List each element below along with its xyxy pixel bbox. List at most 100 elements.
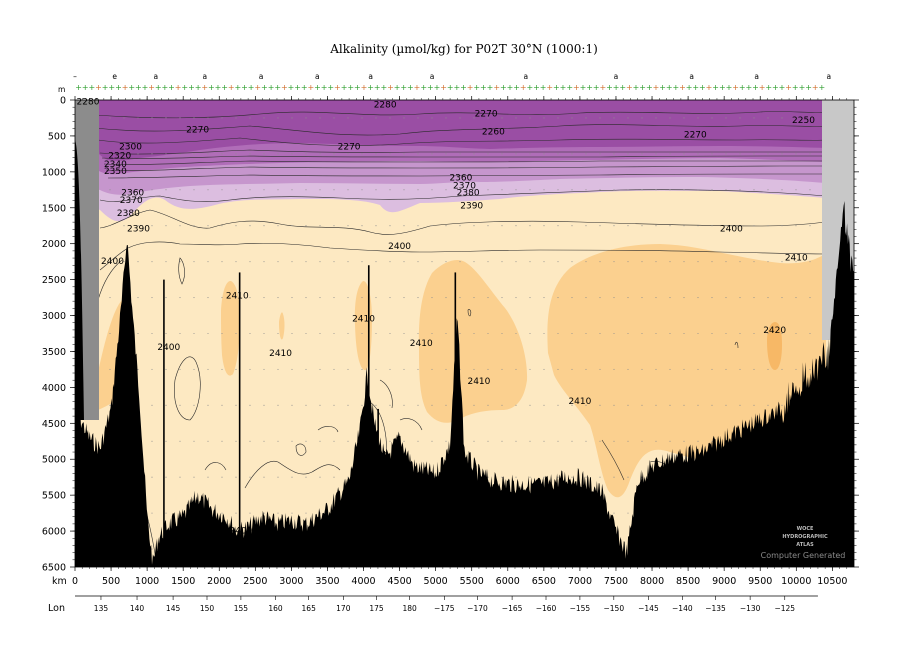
- sample-dot: [347, 153, 349, 155]
- sample-dot: [207, 404, 209, 406]
- contour-label: 2410: [568, 397, 591, 407]
- sample-dot: [627, 440, 629, 442]
- lon-tick-label: 165: [302, 604, 317, 613]
- sample-dot: [613, 261, 615, 263]
- sample-dot: [319, 117, 321, 119]
- y-tick-label: 2500: [42, 275, 66, 286]
- sample-dot: [179, 440, 181, 442]
- station-number: a: [153, 72, 158, 81]
- sample-dot: [753, 225, 755, 227]
- sample-dot: [501, 404, 503, 406]
- station-cross: +: [659, 83, 666, 92]
- sample-dot: [137, 189, 139, 191]
- sample-dot: [319, 189, 321, 191]
- sample-dot: [515, 117, 517, 119]
- sample-dot: [599, 261, 601, 263]
- sample-dot: [445, 153, 447, 155]
- station-cross: +: [712, 83, 719, 92]
- distance-axis-label: km: [52, 576, 67, 587]
- sample-dot: [557, 117, 559, 119]
- station-cross: +: [546, 83, 553, 92]
- sample-dot: [277, 476, 279, 478]
- sample-dot: [739, 368, 741, 370]
- sample-dot: [487, 153, 489, 155]
- contour-label: 2270: [684, 130, 707, 140]
- station-number: a: [826, 72, 831, 81]
- station-cross: +: [606, 83, 613, 92]
- sample-dot: [193, 153, 195, 155]
- station-cross: +: [626, 83, 633, 92]
- sample-dot: [179, 368, 181, 370]
- sample-dot: [277, 117, 279, 119]
- station-markers: + + + + + + + + + + + + + + + + + + + + + + + + + + + + + + + + + + + + + + + +…: [73, 72, 831, 92]
- station-cross: +: [686, 83, 693, 92]
- sample-dot: [235, 225, 237, 227]
- sample-dot: [599, 332, 601, 335]
- plot-area: [75, 100, 854, 567]
- sample-dot: [165, 261, 167, 263]
- x-tick-label: 2000: [207, 576, 231, 587]
- sample-dot: [375, 189, 377, 191]
- sample-dot: [501, 117, 503, 119]
- sample-dot: [235, 153, 237, 155]
- sample-dot: [725, 297, 727, 299]
- sample-dot: [613, 153, 615, 155]
- sample-dot: [305, 368, 307, 370]
- station-cross: +: [367, 83, 374, 92]
- sample-dot: [669, 261, 671, 263]
- sample-dot: [557, 476, 559, 478]
- x-tick-label: 3500: [315, 576, 339, 587]
- sample-dot: [319, 225, 321, 227]
- sample-dot: [515, 153, 517, 155]
- sample-dot: [109, 332, 111, 335]
- sample-dot: [235, 404, 237, 406]
- station-cross: +: [719, 83, 726, 92]
- seamount-spike: [163, 279, 165, 567]
- sample-dot: [305, 440, 307, 442]
- sample-dot: [417, 368, 419, 370]
- x-tick-label: 3000: [279, 576, 303, 587]
- sample-dot: [697, 368, 699, 370]
- lon-tick-label: 145: [166, 604, 181, 613]
- sample-dot: [389, 332, 391, 335]
- sample-dot: [655, 117, 657, 119]
- sample-dot: [221, 440, 223, 442]
- sample-dot: [403, 117, 405, 119]
- station-cross: +: [473, 83, 480, 92]
- sample-dot: [641, 404, 643, 406]
- sample-dot: [683, 368, 685, 370]
- contour-label: 2400: [720, 225, 743, 235]
- lon-tick-label: −130: [740, 604, 761, 613]
- sample-dot: [361, 261, 363, 263]
- sample-dot: [697, 189, 699, 191]
- station-cross: +: [394, 83, 401, 92]
- station-number: a: [614, 72, 619, 81]
- station-cross: +: [301, 83, 308, 92]
- sample-dot: [305, 404, 307, 406]
- sample-dot: [235, 368, 237, 370]
- band-2410-small: [279, 312, 285, 340]
- sample-dot: [165, 440, 167, 442]
- sample-dot: [487, 368, 489, 370]
- sample-dot: [487, 225, 489, 227]
- lon-tick-label: 160: [268, 604, 283, 613]
- contour-label: 2250: [792, 116, 815, 126]
- station-cross: +: [818, 83, 825, 92]
- contour-label: 2410: [785, 253, 808, 263]
- sample-dot: [613, 332, 615, 335]
- station-cross: +: [314, 83, 321, 92]
- sample-dot: [501, 261, 503, 263]
- sample-dot: [291, 297, 293, 299]
- lon-tick-label: 175: [369, 604, 384, 613]
- sample-dot: [333, 368, 335, 370]
- station-cross: +: [414, 83, 421, 92]
- contour-label: 2370: [120, 196, 143, 206]
- sample-dot: [473, 332, 475, 335]
- sample-dot: [333, 261, 335, 263]
- sample-dot: [571, 117, 573, 119]
- sample-dot: [151, 225, 153, 227]
- y-tick-label: 0: [60, 96, 66, 107]
- x-tick-label: 7500: [604, 576, 628, 587]
- station-number: –: [73, 72, 77, 81]
- sample-dot: [627, 153, 629, 155]
